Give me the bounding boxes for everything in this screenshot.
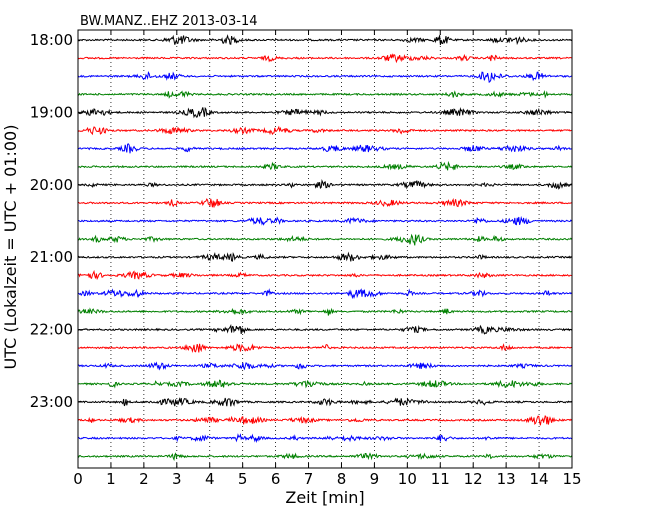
trace-2145 bbox=[77, 307, 572, 316]
y-axis-label: UTC (Lokalzeit = UTC + 01:00) bbox=[1, 125, 20, 370]
trace-2015 bbox=[77, 198, 572, 208]
trace-1845 bbox=[77, 90, 572, 99]
x-tick-label: 8 bbox=[337, 470, 347, 488]
trace-1830 bbox=[77, 70, 572, 83]
trace-1800 bbox=[77, 34, 572, 46]
trace-2230 bbox=[77, 361, 572, 371]
trace-1945 bbox=[77, 160, 573, 171]
trace-2200 bbox=[77, 323, 572, 335]
trace-1900 bbox=[77, 106, 572, 119]
trace-2030 bbox=[77, 215, 572, 226]
trace-2345 bbox=[77, 452, 573, 462]
trace-2245 bbox=[77, 379, 572, 389]
trace-2215 bbox=[77, 343, 572, 353]
x-tick-label: 9 bbox=[370, 470, 380, 488]
trace-2045 bbox=[77, 233, 572, 246]
plot-frame bbox=[77, 29, 573, 469]
x-tick-label: 6 bbox=[271, 470, 281, 488]
x-tick-label: 0 bbox=[73, 470, 83, 488]
trace-2300 bbox=[77, 397, 572, 407]
chart-title: BW.MANZ..EHZ 2013-03-14 bbox=[80, 14, 258, 29]
x-tick-label: 10 bbox=[398, 470, 417, 488]
trace-2315 bbox=[77, 415, 572, 426]
trace-2000 bbox=[77, 179, 572, 190]
x-tick-label: 2 bbox=[139, 470, 149, 488]
trace-2115 bbox=[77, 269, 572, 281]
trace-2100 bbox=[77, 251, 572, 262]
x-tick-label: 3 bbox=[172, 470, 182, 488]
trace-1915 bbox=[77, 125, 572, 136]
trace-1930 bbox=[77, 143, 572, 154]
x-tick-label: 4 bbox=[205, 470, 215, 488]
x-tick-label: 1 bbox=[106, 470, 116, 488]
y-tick-label: 19:00 bbox=[30, 103, 73, 121]
trace-1815 bbox=[77, 53, 572, 64]
y-tick-label: 18:00 bbox=[30, 31, 73, 49]
x-tick-label: 11 bbox=[431, 470, 450, 488]
x-tick-label: 12 bbox=[464, 470, 483, 488]
x-tick-label: 5 bbox=[238, 470, 248, 488]
trace-2130 bbox=[77, 288, 572, 300]
x-axis: 0 1 2 3 4 5 6 7 8 9 10 11 12 13 14 15 bbox=[73, 30, 582, 488]
x-axis-label: Zeit [min] bbox=[285, 488, 364, 507]
x-tick-label: 13 bbox=[497, 470, 516, 488]
y-tick-label: 23:00 bbox=[30, 393, 73, 411]
y-tick-label: 20:00 bbox=[30, 176, 73, 194]
y-tick-label: 21:00 bbox=[30, 248, 73, 266]
trace-2330 bbox=[77, 433, 572, 444]
x-tick-label: 7 bbox=[304, 470, 314, 488]
x-tick-label: 15 bbox=[562, 470, 581, 488]
y-axis: 18:00 19:00 20:00 21:00 22:00 23:00 bbox=[30, 31, 572, 411]
traces bbox=[77, 34, 573, 462]
y-tick-label: 22:00 bbox=[30, 321, 73, 339]
x-tick-label: 14 bbox=[530, 470, 549, 488]
